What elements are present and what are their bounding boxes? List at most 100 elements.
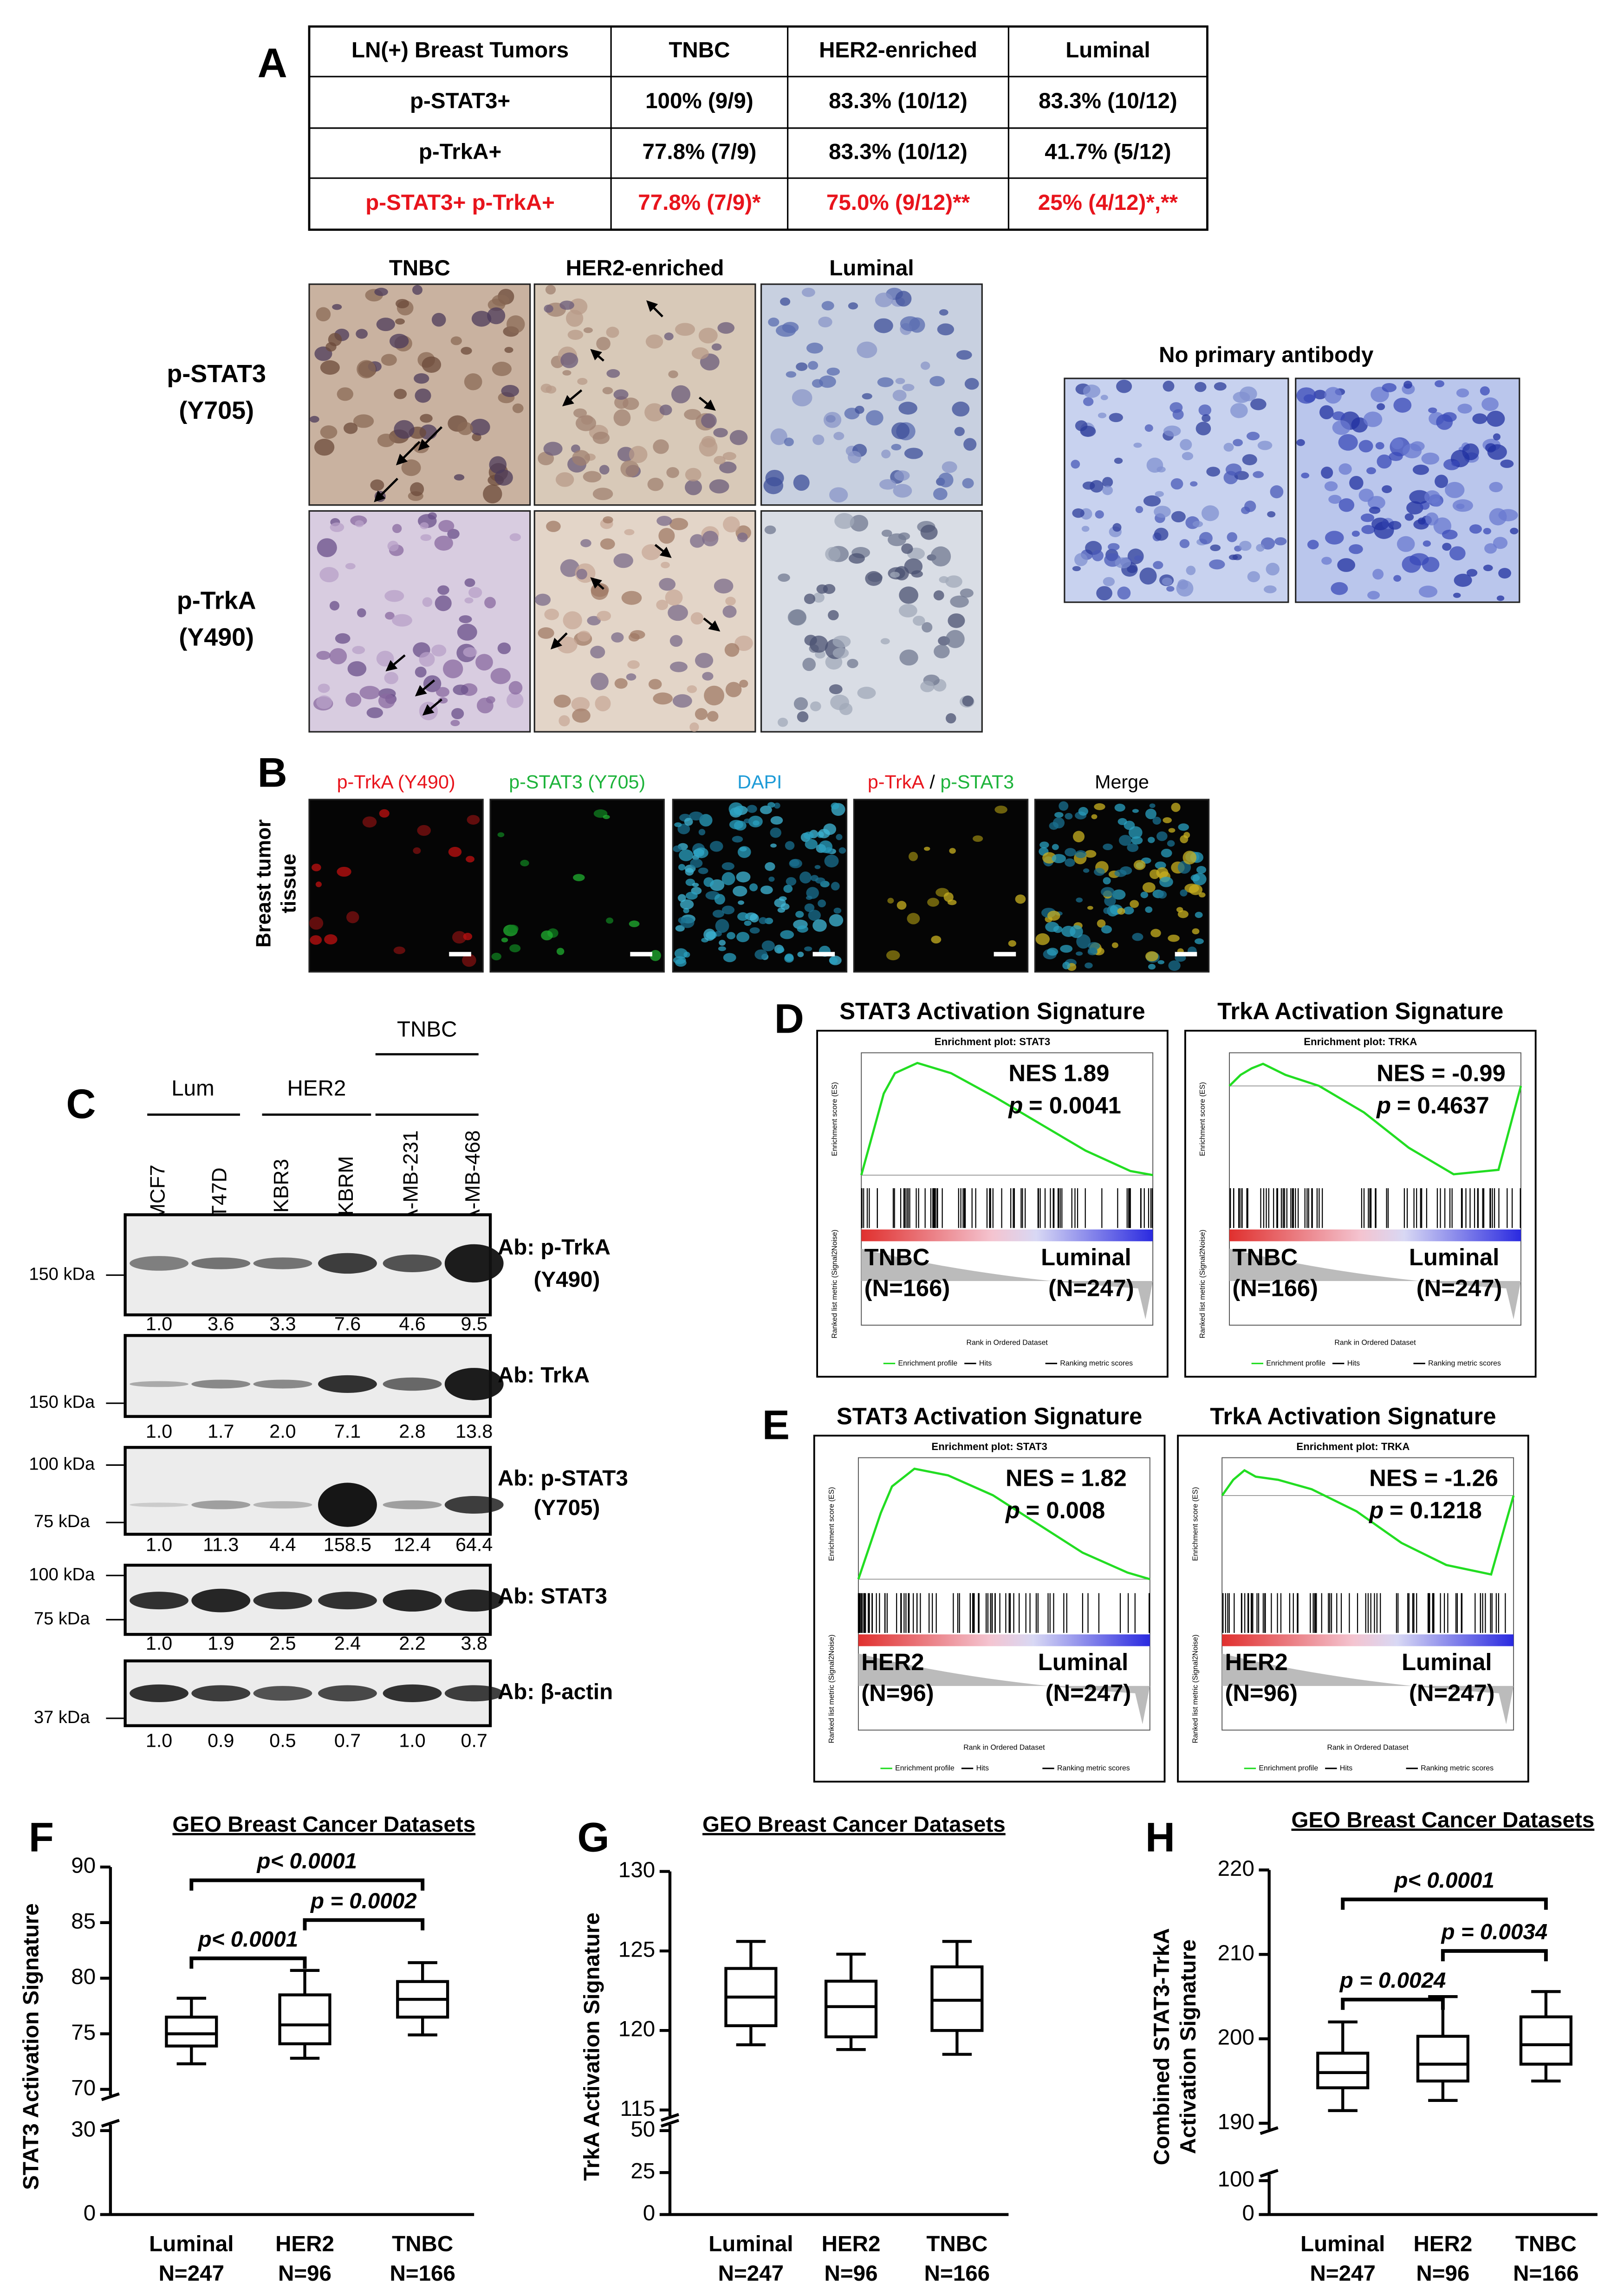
fluorescence-image-cell bbox=[1152, 817, 1161, 825]
fluorescence-image-cell bbox=[1085, 963, 1093, 969]
micrograph-cell bbox=[1397, 536, 1415, 552]
micrograph-cell bbox=[668, 605, 688, 621]
x-tick-label: TNBC bbox=[926, 2232, 987, 2257]
table-header: TNBC bbox=[669, 38, 730, 63]
micrograph-cell bbox=[656, 599, 669, 611]
blot-band bbox=[318, 1375, 377, 1393]
micrograph-cell bbox=[509, 533, 521, 541]
micrograph-cell bbox=[1493, 433, 1501, 441]
micrograph-cell bbox=[1331, 582, 1348, 595]
fluorescence-image-cell bbox=[1178, 823, 1189, 831]
micrograph-cell bbox=[1324, 387, 1342, 404]
plot-title: Enrichment plot: TRKA bbox=[1304, 1036, 1417, 1047]
micrograph-cell bbox=[316, 650, 331, 660]
blot-band bbox=[253, 1379, 312, 1389]
y-axis-label: STAT3 Activation Signature bbox=[19, 1903, 43, 2190]
fluorescence-image-cell bbox=[680, 917, 695, 928]
micrograph-cell bbox=[812, 592, 825, 603]
fluorescence-image-cell bbox=[690, 859, 703, 868]
fluorescence-image-cell bbox=[1076, 951, 1083, 956]
micrograph-cell bbox=[763, 477, 784, 494]
fluorescence-image-cell bbox=[467, 815, 480, 825]
micrograph-cell bbox=[1247, 571, 1260, 583]
fluorescence-image-cell bbox=[606, 917, 614, 924]
fluorescence-image-cell bbox=[709, 841, 723, 852]
micrograph-cell bbox=[600, 538, 615, 550]
band-quantity: 1.0 bbox=[146, 1421, 172, 1442]
micrograph-cell bbox=[1489, 481, 1503, 493]
micrograph-cell bbox=[739, 680, 748, 688]
micrograph-cell bbox=[1274, 537, 1287, 546]
micrograph-cell bbox=[653, 692, 673, 705]
significance-bracket bbox=[303, 1918, 425, 1931]
micrograph-cell bbox=[337, 387, 354, 401]
fluorescence-image-cell bbox=[1148, 837, 1155, 843]
y-tick-label: 0 bbox=[84, 2201, 96, 2225]
micrograph-cell bbox=[832, 648, 849, 659]
box bbox=[1519, 2015, 1572, 2066]
micrograph-cell bbox=[603, 516, 613, 524]
fluorescence-image-cell bbox=[715, 919, 729, 933]
group-label: (N=247) bbox=[1048, 1275, 1134, 1301]
micrograph-cell bbox=[1214, 382, 1227, 391]
micrograph-cell bbox=[580, 539, 591, 547]
micrograph-cell bbox=[1456, 388, 1469, 398]
fluorescence-image-cell bbox=[1131, 836, 1143, 845]
fluorescence-image-cell bbox=[1117, 908, 1125, 915]
fluorescence-image-cell bbox=[346, 911, 359, 924]
fluorescence-image-cell bbox=[509, 944, 521, 953]
micrograph-cell bbox=[695, 708, 708, 720]
micrograph-cell bbox=[1487, 410, 1505, 427]
fluorescence-image-cell bbox=[448, 846, 462, 857]
panel-label: A bbox=[258, 40, 287, 86]
fluorescence-image-cell bbox=[719, 940, 726, 946]
micrograph-cell bbox=[423, 675, 442, 692]
micrograph-cell bbox=[1425, 512, 1439, 526]
p-value: p = 0.0034 bbox=[1441, 1919, 1548, 1944]
y-axis-label: Activation Signature bbox=[1176, 1939, 1201, 2154]
fluorescence-image-cell bbox=[1132, 809, 1139, 813]
micrograph-cell bbox=[825, 546, 841, 561]
micrograph-cell bbox=[1116, 379, 1132, 393]
micrograph-cell bbox=[1134, 555, 1143, 561]
micrograph-cell bbox=[1143, 495, 1161, 507]
micrograph-cell bbox=[345, 692, 362, 707]
micrograph-cell bbox=[587, 616, 601, 625]
micrograph-cell bbox=[1163, 380, 1175, 392]
micrograph-cell bbox=[1115, 557, 1131, 569]
side-label: tissue bbox=[278, 854, 300, 913]
fluorescence-image-cell bbox=[1078, 807, 1088, 816]
band-quantity: 2.4 bbox=[334, 1633, 361, 1654]
micrograph-cell bbox=[659, 404, 672, 416]
micrograph-cell bbox=[1389, 452, 1403, 461]
fluorescence-image-cell bbox=[413, 847, 421, 854]
fluorescence-image-cell bbox=[805, 839, 818, 850]
size-marker: 37 kDa bbox=[34, 1708, 90, 1727]
micrograph-cell bbox=[614, 396, 629, 409]
axis-break bbox=[101, 2092, 120, 2101]
row-header: (Y705) bbox=[179, 397, 254, 424]
micrograph-cell bbox=[777, 717, 788, 727]
micrograph-cell bbox=[1428, 407, 1437, 413]
micrograph-cell bbox=[1162, 577, 1173, 585]
panel-label: H bbox=[1145, 1814, 1175, 1860]
micrograph-cell bbox=[613, 553, 633, 568]
fluorescence-image-cell bbox=[1189, 884, 1203, 895]
fluorescence-image-cell bbox=[744, 819, 751, 824]
group-label: Luminal bbox=[1409, 1244, 1499, 1270]
y-tick-label: 115 bbox=[620, 2096, 655, 2121]
micrograph-cell bbox=[1182, 452, 1194, 461]
antibody-label: Ab: TrkA bbox=[498, 1363, 590, 1388]
fluorescence-image-cell bbox=[1065, 848, 1076, 857]
micrograph-cell bbox=[880, 638, 890, 644]
fluorescence-image-cell bbox=[836, 834, 843, 840]
micrograph-cell bbox=[642, 544, 661, 560]
group-label: HER2 bbox=[1225, 1649, 1288, 1675]
micrograph-cell bbox=[546, 520, 561, 532]
p-number: = 0.0041 bbox=[1029, 1092, 1121, 1119]
band-quantity: 1.0 bbox=[146, 1534, 172, 1555]
fluorescence-image-cell bbox=[1195, 911, 1203, 918]
micrograph-cell bbox=[1117, 586, 1131, 600]
micrograph-cell bbox=[865, 571, 883, 586]
micrograph-cell bbox=[624, 529, 635, 535]
